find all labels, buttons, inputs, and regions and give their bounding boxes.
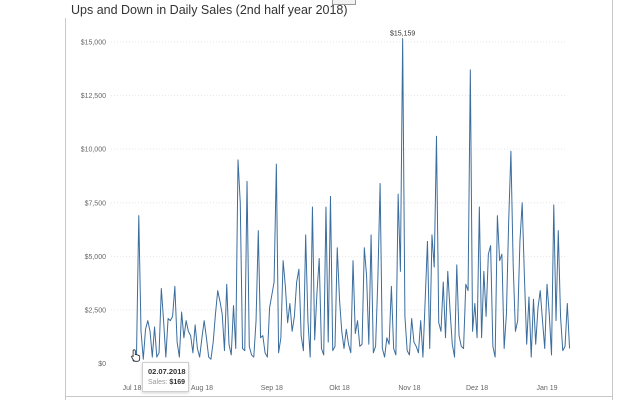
x-tick-label: Okt 18	[329, 385, 350, 392]
x-tick-label: Jul 18	[123, 385, 142, 392]
x-tick-label: Sep 18	[261, 385, 283, 392]
y-tick-label: $12,500	[81, 93, 106, 100]
tooltip-sales-line: Sales: $169	[148, 377, 185, 389]
sales-series-line[interactable]	[133, 38, 571, 361]
chart-frame-bottom-border	[65, 396, 613, 397]
chart-frame-right-border	[612, 0, 613, 400]
tooltip-sales-value: $169	[169, 379, 185, 386]
data-point-tooltip: 02.07.2018 Sales: $169	[142, 362, 189, 392]
x-tick-label: Nov 18	[398, 385, 420, 392]
chart-title: Ups and Down in Daily Sales (2nd half ye…	[71, 3, 348, 17]
y-tick-label: $10,000	[81, 147, 106, 154]
x-tick-label: Dez 18	[466, 385, 488, 392]
y-tick-label: $15,000	[81, 40, 106, 47]
y-tick-label: $0	[98, 361, 106, 368]
x-axis-ticks: Jul 18 Aug 18 Sep 18 Okt 18 Nov 18 Dez 18 Jan …	[123, 385, 558, 392]
y-tick-label: $5,000	[85, 254, 107, 261]
y-tick-label: $7,500	[85, 200, 107, 207]
tooltip-field-label: Sales:	[148, 379, 168, 386]
peak-annotation: $15,159	[390, 31, 415, 38]
chart-frame-left-border	[65, 18, 66, 400]
y-tick-label: $2,500	[85, 307, 107, 314]
x-tick-label: Aug 18	[191, 385, 213, 392]
tooltip-date: 02.07.2018	[148, 367, 186, 376]
hand-cursor-icon	[131, 349, 142, 362]
x-tick-label: Jan 19	[536, 385, 557, 392]
y-axis-ticks: $0 $2,500 $5,000 $7,500 $10,000 $12,500 $15,00…	[81, 40, 106, 369]
title-resize-handle[interactable]	[332, 0, 356, 5]
gridlines	[111, 41, 565, 311]
